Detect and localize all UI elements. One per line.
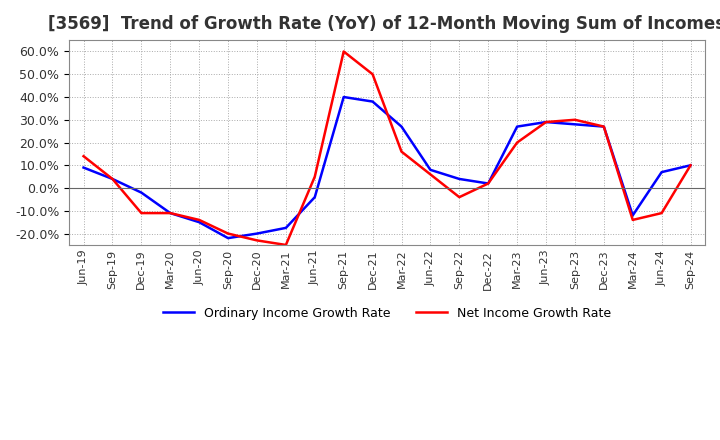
Net Income Growth Rate: [513, 140, 521, 145]
Net Income Growth Rate: [571, 117, 580, 122]
Net Income Growth Rate: [686, 163, 695, 168]
Ordinary Income Growth Rate: [600, 124, 608, 129]
Net Income Growth Rate: [282, 242, 290, 248]
Net Income Growth Rate: [166, 210, 174, 216]
Ordinary Income Growth Rate: [137, 190, 145, 195]
Legend: Ordinary Income Growth Rate, Net Income Growth Rate: Ordinary Income Growth Rate, Net Income …: [158, 302, 616, 325]
Net Income Growth Rate: [426, 172, 435, 177]
Ordinary Income Growth Rate: [79, 165, 88, 170]
Net Income Growth Rate: [600, 124, 608, 129]
Ordinary Income Growth Rate: [484, 181, 492, 186]
Ordinary Income Growth Rate: [166, 210, 174, 216]
Net Income Growth Rate: [195, 217, 204, 223]
Line: Net Income Growth Rate: Net Income Growth Rate: [84, 51, 690, 245]
Ordinary Income Growth Rate: [629, 213, 637, 218]
Ordinary Income Growth Rate: [339, 94, 348, 99]
Net Income Growth Rate: [310, 174, 319, 180]
Ordinary Income Growth Rate: [513, 124, 521, 129]
Ordinary Income Growth Rate: [282, 225, 290, 231]
Ordinary Income Growth Rate: [686, 163, 695, 168]
Net Income Growth Rate: [368, 72, 377, 77]
Net Income Growth Rate: [224, 231, 233, 236]
Net Income Growth Rate: [484, 181, 492, 186]
Ordinary Income Growth Rate: [310, 194, 319, 200]
Ordinary Income Growth Rate: [397, 124, 406, 129]
Title: [3569]  Trend of Growth Rate (YoY) of 12-Month Moving Sum of Incomes: [3569] Trend of Growth Rate (YoY) of 12-…: [48, 15, 720, 33]
Net Income Growth Rate: [455, 194, 464, 200]
Ordinary Income Growth Rate: [108, 176, 117, 182]
Ordinary Income Growth Rate: [657, 169, 666, 175]
Net Income Growth Rate: [79, 154, 88, 159]
Ordinary Income Growth Rate: [426, 167, 435, 172]
Net Income Growth Rate: [339, 49, 348, 54]
Ordinary Income Growth Rate: [224, 235, 233, 241]
Net Income Growth Rate: [253, 238, 261, 243]
Net Income Growth Rate: [108, 176, 117, 182]
Net Income Growth Rate: [657, 210, 666, 216]
Ordinary Income Growth Rate: [571, 122, 580, 127]
Net Income Growth Rate: [629, 217, 637, 223]
Line: Ordinary Income Growth Rate: Ordinary Income Growth Rate: [84, 97, 690, 238]
Ordinary Income Growth Rate: [541, 119, 550, 125]
Ordinary Income Growth Rate: [455, 176, 464, 182]
Ordinary Income Growth Rate: [368, 99, 377, 104]
Ordinary Income Growth Rate: [253, 231, 261, 236]
Net Income Growth Rate: [397, 149, 406, 154]
Net Income Growth Rate: [137, 210, 145, 216]
Net Income Growth Rate: [541, 119, 550, 125]
Ordinary Income Growth Rate: [195, 220, 204, 225]
